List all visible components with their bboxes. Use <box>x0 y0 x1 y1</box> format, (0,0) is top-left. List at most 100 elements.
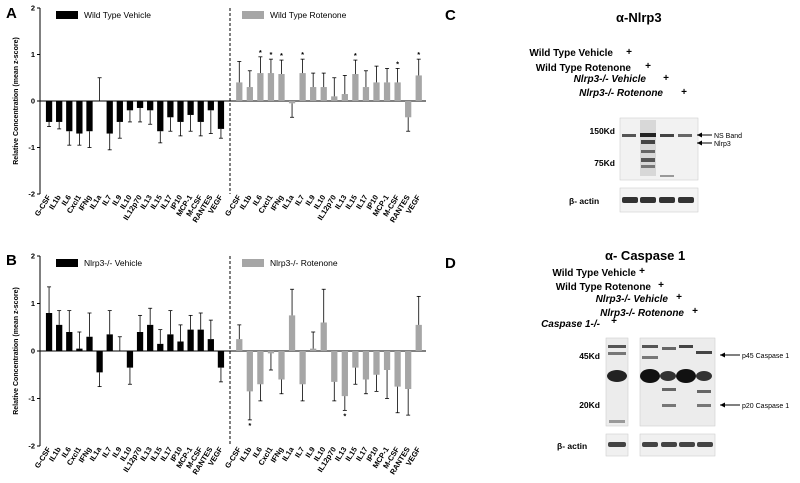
panel-d-band <box>608 352 626 355</box>
significance-star: * <box>343 411 346 420</box>
bar <box>236 339 243 351</box>
panel-d-actin-membrane <box>639 433 716 457</box>
y-tick-label: 2 <box>31 252 35 261</box>
bar <box>147 324 154 351</box>
panel-d-band <box>679 345 693 348</box>
legend-swatch-vehicle <box>56 259 78 267</box>
bar <box>383 82 391 101</box>
panel-d-plus-4: + <box>692 306 698 317</box>
chart-b: -2 -1 0 1 2 Relative Concentration (mean z-sc… <box>13 252 426 476</box>
bar <box>246 87 253 101</box>
panel-c-actin-label: β- actin <box>569 196 599 206</box>
bar <box>267 351 275 354</box>
bar <box>217 351 225 368</box>
bar <box>362 87 370 101</box>
panel-d-band <box>676 369 696 383</box>
y-tick-label: -2 <box>28 190 35 199</box>
bar <box>362 351 370 380</box>
bar <box>217 101 225 129</box>
panel-d-actin-band <box>679 442 695 447</box>
panel-d-plus-5: + <box>611 316 617 327</box>
bar <box>405 351 412 389</box>
bar <box>187 329 194 351</box>
bar <box>157 343 164 351</box>
panel-c-ns-band-arrow-icon <box>697 132 712 138</box>
significance-star: * <box>396 59 399 68</box>
panel-c-actin-band <box>678 197 694 203</box>
bar <box>373 351 380 375</box>
bar <box>96 101 103 102</box>
panel-d-band <box>609 420 625 423</box>
panel-d-lane-2-label: Wild Type Rotenone <box>556 282 652 293</box>
significance-star: * <box>354 51 357 60</box>
panel-d-band <box>696 351 712 354</box>
y-tick-label: 0 <box>31 97 35 106</box>
bar <box>56 101 63 122</box>
bar <box>299 351 306 385</box>
panel-d-band <box>642 356 658 359</box>
bar <box>96 351 103 373</box>
panel-c-plus-1: + <box>626 47 632 58</box>
bar <box>126 101 134 111</box>
legend-label-rotenone: Nlrp3-/- Rotenone <box>270 258 338 268</box>
bar <box>86 101 93 132</box>
significance-star: * <box>259 48 262 57</box>
bar <box>320 87 327 101</box>
y-tick-label: -1 <box>28 394 35 403</box>
bar <box>167 101 174 118</box>
bar <box>106 334 113 351</box>
panel-d-actin-band <box>661 442 677 447</box>
bar <box>320 322 327 351</box>
panel-d-band <box>662 347 676 350</box>
panel-d-band <box>607 370 627 382</box>
y-tick-label: 1 <box>31 299 35 308</box>
bar <box>310 87 317 101</box>
panel-d-plus-1: + <box>639 266 645 277</box>
y-tick-label: 0 <box>31 347 35 356</box>
bar <box>341 351 348 397</box>
panel-letter-a: A <box>6 5 17 22</box>
legend-swatch-vehicle <box>56 11 78 19</box>
panel-d-western-blot: D α- Caspase 1 Wild Type Vehicle Wild Ty… <box>445 248 789 457</box>
bar <box>116 101 123 122</box>
bar <box>383 351 391 370</box>
significance-star: * <box>280 51 283 60</box>
legend-swatch-rotenone <box>242 259 264 267</box>
bar <box>157 101 164 132</box>
y-axis-label: Relative Concentration (mean z-score) <box>13 37 20 165</box>
panel-d-band <box>640 369 660 383</box>
y-tick-label: 2 <box>31 4 35 13</box>
panel-d-lane-3-label: Nlrp3-/- Vehicle <box>596 294 669 305</box>
bar <box>207 101 214 111</box>
significance-star: * <box>301 50 304 59</box>
chart-a: -2 -1 0 1 2 Relative Concentration (mean z-sc… <box>13 4 426 224</box>
bar <box>177 341 184 351</box>
panel-c-actin-band <box>640 197 656 203</box>
bar <box>331 96 338 101</box>
bar <box>405 101 412 118</box>
panel-c-nlrp3-arrow-icon <box>697 140 712 146</box>
panel-c-band <box>622 134 636 137</box>
panel-d-actin-band <box>697 442 713 447</box>
significance-star: * <box>269 50 272 59</box>
bar <box>197 101 204 122</box>
bar <box>278 351 285 380</box>
panel-c-mw-150: 150Kd <box>589 126 615 136</box>
panel-d-band <box>696 371 712 381</box>
panel-c-title: α-Nlrp3 <box>616 10 662 25</box>
bar <box>352 74 359 101</box>
bar <box>373 82 380 101</box>
legend-label-vehicle: Nlrp3-/- Vehicle <box>84 258 142 268</box>
bar <box>299 73 306 101</box>
bar <box>167 334 174 351</box>
bar <box>288 101 296 104</box>
bar <box>45 101 53 122</box>
legend-label-rotenone: Wild Type Rotenone <box>270 10 347 20</box>
bar <box>257 351 264 385</box>
bar <box>246 351 253 392</box>
y-tick-label: -2 <box>28 442 35 451</box>
panel-d-p45-label: p45 Caspase 1 <box>742 353 789 360</box>
panel-c-plus-3: + <box>663 73 669 84</box>
panel-letter-c: C <box>445 7 456 24</box>
